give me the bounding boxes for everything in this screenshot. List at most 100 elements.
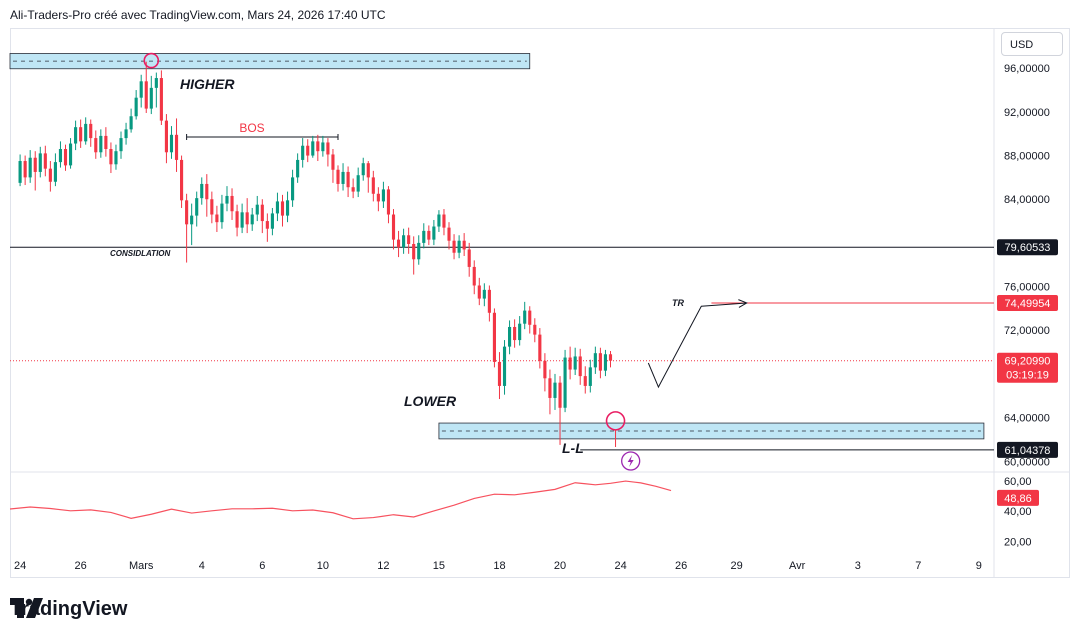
candle-body: [48, 168, 52, 182]
rsi-tick-label: 40,00: [1004, 506, 1032, 518]
candle-body: [578, 356, 582, 377]
candle-body: [553, 382, 557, 398]
candle-body: [296, 159, 300, 178]
x-tick-label: 3: [855, 560, 861, 572]
candle-body: [23, 161, 27, 178]
candle-body: [523, 310, 527, 324]
candle-body: [114, 151, 118, 165]
price-badge-label: 61,04378: [1005, 445, 1051, 457]
x-tick-label: 18: [493, 560, 505, 572]
candle-body: [84, 123, 88, 142]
price-badge-label: 69,20990: [1005, 356, 1051, 368]
candle-body: [402, 235, 406, 248]
candle-body: [467, 249, 471, 267]
candle-body: [94, 138, 98, 153]
candle-body: [129, 116, 133, 130]
candle-body: [200, 183, 204, 199]
x-tick-label: Avr: [789, 560, 806, 572]
candle-body: [563, 357, 567, 408]
currency-selector[interactable]: USD: [1001, 32, 1063, 56]
candle-body: [291, 177, 295, 201]
x-tick-label: 4: [199, 560, 205, 572]
candle-body: [497, 361, 502, 386]
candle-body: [124, 129, 128, 139]
price-tick-label: 84,00000: [1004, 194, 1050, 206]
candle-body: [422, 230, 426, 243]
candle-body: [301, 145, 305, 160]
candle-body: [573, 356, 577, 370]
x-tick-label: 24: [14, 560, 26, 572]
candle-body: [386, 189, 391, 215]
candle-body: [396, 239, 401, 248]
x-tick-label: 10: [317, 560, 329, 572]
price-badge: [997, 294, 1058, 311]
candle-body: [538, 334, 542, 361]
candle-body: [518, 323, 522, 341]
price-badge: [997, 352, 1058, 383]
candle-body: [159, 78, 163, 121]
candle-body: [99, 135, 103, 153]
candle-body: [477, 285, 481, 299]
candle-body: [366, 163, 370, 178]
candle-body: [104, 135, 108, 150]
x-tick-label: 7: [915, 560, 921, 572]
candle-body: [437, 214, 441, 227]
candle-body: [381, 189, 385, 202]
annotation-higher: HIGHER: [180, 76, 235, 92]
projection-arrowhead: [738, 299, 748, 308]
candle-body: [376, 193, 380, 202]
candle-body: [220, 203, 224, 223]
price-tick-label: 72,00000: [1004, 325, 1050, 337]
candle-body: [588, 367, 592, 386]
candle-body: [492, 312, 496, 362]
candle-body: [18, 161, 22, 183]
candle-body: [245, 212, 249, 225]
tradingview-logo: TradingView: [10, 598, 127, 621]
candle-body: [74, 127, 78, 144]
candle-body: [326, 142, 330, 155]
candle-body: [462, 240, 466, 250]
candle-body: [457, 240, 461, 253]
zone-box-2: [438, 422, 985, 440]
rsi-badge-label: 48,86: [1004, 493, 1032, 505]
x-tick-label: 26: [675, 560, 687, 572]
candle-body: [195, 198, 199, 216]
projection-path: [647, 302, 747, 389]
x-tick-label: 29: [731, 560, 743, 572]
high-circle-marker: [143, 52, 160, 69]
candle-body: [180, 159, 184, 201]
candle-body: [371, 177, 375, 194]
candle-body: [134, 97, 138, 117]
candle-body: [447, 227, 451, 241]
annotation-consolidation: CONSIDLATION: [110, 249, 171, 258]
tradingview-logo-icon: [10, 598, 43, 618]
price-countdown: 03:19:19: [1006, 370, 1049, 382]
candle-body: [225, 195, 229, 204]
rsi-badge: [997, 489, 1039, 506]
annotation-bos: BOS: [239, 121, 264, 135]
candle-body: [508, 326, 512, 347]
price-badge: [997, 239, 1058, 256]
candle-body: [487, 289, 491, 313]
price-tick-label: 60,00000: [1004, 456, 1050, 468]
candle-body: [275, 201, 280, 214]
price-tick-label: 96,00000: [1004, 63, 1050, 75]
candle-body: [543, 360, 547, 379]
candle-body: [240, 212, 244, 228]
candle-body: [28, 157, 32, 178]
candle-body: [265, 221, 269, 229]
rsi-tick-label: 20,00: [1004, 536, 1032, 548]
candle-body: [528, 310, 532, 325]
candle-body: [280, 201, 285, 216]
candle-body: [230, 195, 234, 212]
candle-body: [316, 141, 320, 152]
price-tick-label: 76,00000: [1004, 282, 1050, 294]
candle-body: [341, 171, 345, 184]
candle-body: [407, 235, 411, 244]
candle-body: [205, 183, 209, 200]
candle-body: [432, 226, 436, 240]
x-tick-label: 24: [614, 560, 626, 572]
candle-body: [548, 378, 552, 398]
x-tick-label: 12: [377, 560, 389, 572]
